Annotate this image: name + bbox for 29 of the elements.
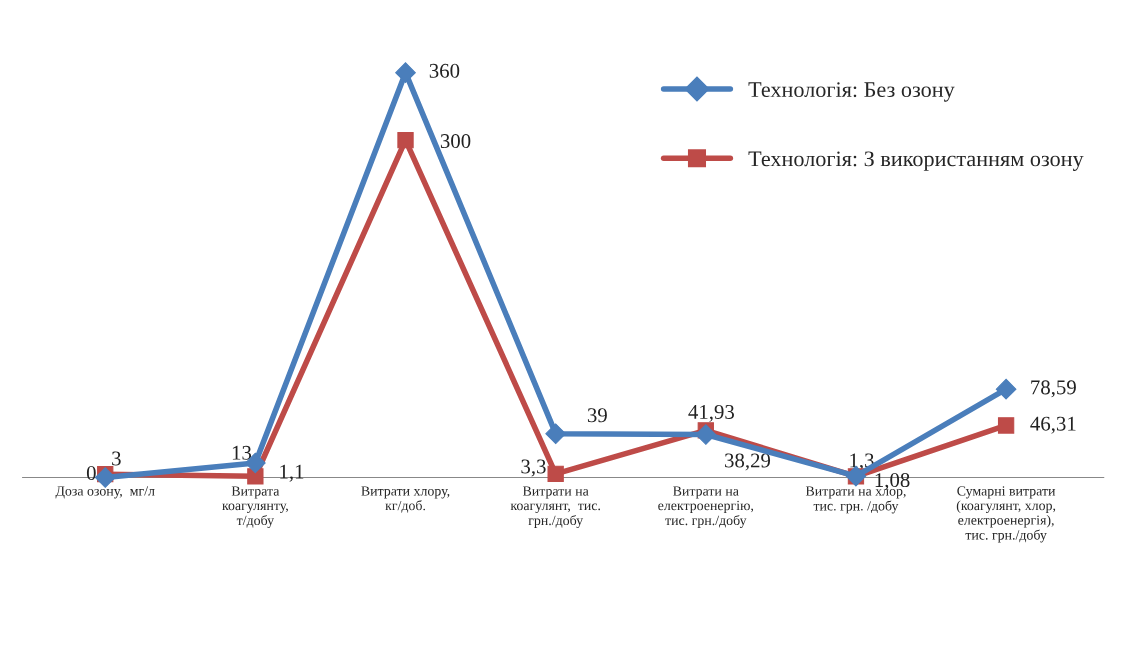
data-label: 41,93 bbox=[688, 404, 734, 422]
data-label: 78,59 bbox=[1031, 380, 1076, 398]
x-tick-label: Доза озону, мг/л bbox=[55, 486, 155, 499]
x-tick-label: Витрати на коагулянт, тис. грн./добу bbox=[510, 486, 600, 528]
point bbox=[995, 378, 1017, 400]
data-label: 1,1 bbox=[280, 464, 304, 482]
data-label: 13 bbox=[232, 445, 252, 460]
x-tick-label: Витрати хлору, кг/доб. bbox=[361, 486, 450, 513]
point bbox=[695, 424, 717, 445]
data-label: 39 bbox=[587, 408, 607, 423]
point bbox=[547, 465, 564, 482]
point bbox=[94, 467, 116, 488]
data-label: 46,31 bbox=[1030, 416, 1076, 434]
point bbox=[247, 468, 264, 485]
point bbox=[545, 423, 566, 445]
point bbox=[397, 131, 414, 149]
legend-label: Технологія: Без озону bbox=[748, 82, 955, 102]
data-label: 300 bbox=[440, 134, 471, 149]
data-label: 38,29 bbox=[725, 453, 771, 471]
point bbox=[395, 62, 416, 83]
x-tick-label: Витрата коагулянту, т/добу bbox=[222, 486, 288, 528]
x-tick-label: Сумарні витрати (коагулянт, хлор, електроенергія), тис. грн./добу bbox=[956, 486, 1056, 543]
data-label: 0 bbox=[86, 465, 96, 480]
legend-label: Технологія: З використанням озону bbox=[748, 151, 1084, 171]
data-label: 3,3 bbox=[521, 459, 546, 477]
data-label: 360 bbox=[429, 63, 460, 78]
point bbox=[997, 417, 1015, 434]
data-label: 3 bbox=[112, 451, 121, 466]
x-tick-label: Витрати на електроенергію, тис. грн./добу bbox=[658, 486, 754, 528]
